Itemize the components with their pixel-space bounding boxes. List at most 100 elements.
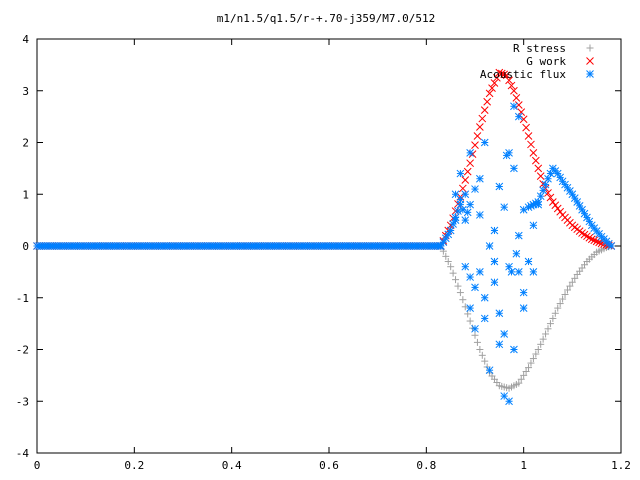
data-point [510, 102, 518, 111]
data-point [514, 101, 523, 109]
data-point [485, 366, 494, 375]
data-point [481, 357, 489, 365]
data-point [549, 198, 557, 206]
data-point [461, 216, 470, 224]
data-point [553, 204, 562, 213]
data-point [471, 185, 479, 193]
data-point [570, 194, 579, 202]
data-point [507, 268, 516, 276]
data-point [556, 207, 565, 216]
data-point [447, 263, 455, 271]
data-point [514, 231, 523, 240]
legend-marker [586, 57, 594, 65]
data-point [578, 205, 586, 214]
data-point [568, 278, 576, 286]
x-tick-label: 1 [520, 459, 527, 472]
data-point [497, 69, 506, 78]
data-point [490, 226, 499, 235]
data-point [480, 293, 489, 302]
data-point [522, 367, 530, 375]
data-point [471, 331, 479, 339]
data-point [466, 317, 474, 325]
data-point [466, 159, 474, 168]
data-point [490, 79, 499, 87]
data-point [546, 193, 555, 202]
data-point [456, 289, 464, 297]
data-point [459, 296, 467, 304]
legend-label: R stress [513, 42, 566, 55]
data-point [495, 182, 504, 191]
data-point [452, 276, 460, 284]
data-point [527, 359, 535, 367]
data-point [505, 76, 513, 85]
legend-marker [586, 70, 594, 78]
data-point [551, 309, 559, 317]
data-point [510, 345, 518, 354]
data-point [500, 330, 509, 338]
data-point [485, 242, 494, 250]
data-point [549, 314, 557, 322]
data-point [534, 164, 543, 173]
data-point [529, 268, 538, 276]
data-point [480, 138, 489, 147]
data-point [451, 190, 460, 199]
data-point [514, 268, 523, 276]
data-point [473, 338, 481, 346]
data-point [534, 346, 542, 353]
data-point [454, 282, 462, 290]
data-point [527, 140, 535, 149]
data-point [485, 89, 494, 98]
legend-label: G work [526, 55, 566, 68]
data-point [536, 172, 545, 180]
data-point [534, 200, 543, 209]
data-point [466, 304, 474, 312]
data-point [520, 371, 528, 379]
data-point [461, 176, 470, 184]
chart-title: m1/n1.5/q1.5/r-+.70-j359/M7.0/512 [217, 12, 436, 25]
data-point [507, 81, 516, 90]
x-tick-label: 0.8 [416, 459, 436, 472]
data-point [500, 70, 509, 79]
data-point [441, 234, 450, 243]
data-point [517, 375, 525, 383]
data-point [461, 262, 470, 271]
y-tick-label: 2 [22, 137, 29, 150]
data-point [454, 207, 462, 215]
y-tick-label: 4 [22, 33, 29, 46]
y-tick-label: 3 [22, 85, 29, 98]
data-point [551, 201, 560, 210]
data-point [471, 324, 479, 333]
data-point [515, 379, 523, 387]
data-point [480, 314, 489, 323]
data-point [495, 309, 504, 318]
data-marks [33, 68, 616, 406]
data-point [478, 114, 487, 123]
data-point [563, 286, 571, 294]
data-point [512, 94, 521, 102]
data-point [483, 97, 492, 106]
data-point [519, 205, 528, 214]
y-tick-label: -4 [16, 447, 30, 460]
data-point [514, 112, 523, 121]
data-point [529, 221, 538, 230]
data-point [500, 203, 509, 212]
data-point [473, 132, 482, 140]
data-point [571, 274, 579, 282]
data-point [512, 249, 521, 258]
series-g-work [33, 68, 616, 250]
data-point [532, 350, 540, 358]
data-point [524, 132, 533, 140]
data-point [544, 325, 552, 333]
data-point [542, 330, 550, 338]
data-point [539, 335, 547, 343]
data-point [461, 303, 469, 311]
data-point [566, 282, 574, 290]
data-point [446, 226, 455, 235]
y-tick-label: -3 [16, 395, 29, 408]
data-point [531, 156, 540, 165]
y-tick-label: 0 [22, 240, 29, 253]
data-point [476, 268, 484, 276]
data-point [529, 355, 537, 363]
